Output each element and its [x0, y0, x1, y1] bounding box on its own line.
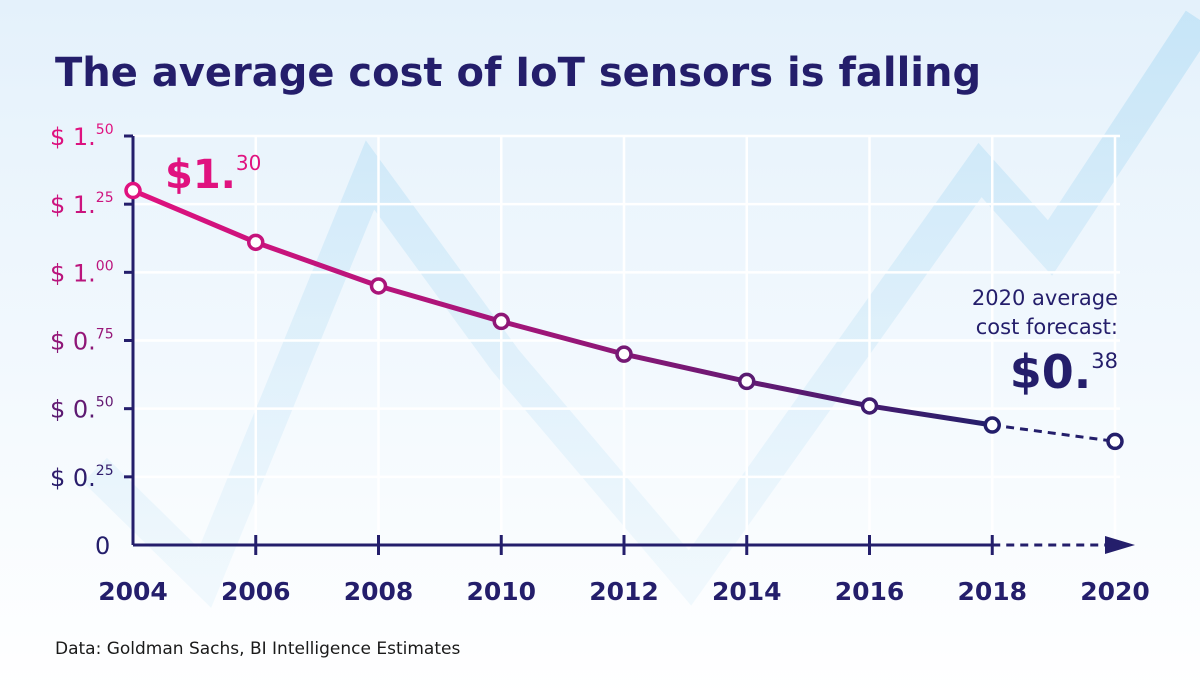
x-tick-label-2: 2008: [344, 577, 414, 606]
y-tick-label-6: 0: [95, 532, 110, 560]
y-tick-label-main-1: $ 1.: [50, 191, 96, 219]
series-line: [130, 188, 995, 428]
y-tick-label-2: $ 1.00: [50, 258, 114, 287]
y-tick-label-main-5: $ 0.: [50, 464, 96, 492]
y-tick-label-sup-1: 25: [96, 190, 114, 206]
data-point-6: [860, 397, 879, 415]
y-tick-label-sup-2: 00: [96, 258, 114, 274]
forecast-value-callout: $0.38: [1010, 345, 1118, 399]
x-tick-label-3: 2010: [466, 577, 536, 606]
x-tick-label-6: 2016: [835, 577, 905, 606]
y-tick-label-sup-4: 50: [96, 395, 114, 411]
x-tick-label-0: 2004: [98, 577, 168, 606]
data-point-4: [615, 345, 633, 363]
chart-title: The average cost of IoT sensors is falli…: [55, 50, 981, 96]
y-tick-labels: $ 1.50$ 1.25$ 1.00$ 0.75$ 0.50$ 0.250: [50, 122, 114, 560]
forecast-line: [992, 423, 1116, 443]
data-point-7: [983, 416, 1001, 434]
data-point-5: [738, 372, 756, 391]
y-tick-label-sup-0: 50: [96, 122, 114, 138]
y-tick-label-main-2: $ 1.: [50, 259, 96, 287]
x-tick-labels: 2004 2006 2008 2010 2012 2014 2016 2018 2020: [98, 577, 1150, 606]
forecast-value-sup: 38: [1091, 349, 1118, 373]
axes: [124, 134, 1135, 555]
forecast-line-2: cost forecast:: [976, 315, 1118, 339]
grid: [133, 134, 1120, 545]
source-note: Data: Goldman Sachs, BI Intelligence Est…: [55, 639, 460, 659]
forecast-value-prefix: $0.: [1010, 345, 1092, 399]
y-tick-label-sup-5: 25: [96, 463, 114, 479]
y-tick-label-0: $ 1.50: [50, 122, 114, 151]
x-tick-label-7: 2018: [957, 577, 1027, 606]
data-point-3: [492, 312, 510, 331]
y-tick-label-main-4: $ 0.: [50, 396, 96, 424]
x-tick-label-8: 2020: [1080, 577, 1150, 606]
forecast-line-1: 2020 average: [972, 286, 1118, 310]
x-tick-label-1: 2006: [221, 577, 291, 606]
points-group: [124, 181, 1124, 451]
start-value-callout: $1.30: [165, 151, 261, 198]
y-tick-label-5: $ 0.25: [50, 463, 114, 492]
y-tick-label-main-0: $ 1.: [50, 123, 96, 151]
x-axis-arrowhead: [1105, 536, 1135, 554]
background-wave: [83, 10, 1200, 608]
y-tick-label-1: $ 1.25: [50, 190, 114, 219]
start-value-sup: 30: [236, 151, 261, 175]
forecast-point: [1106, 432, 1124, 451]
y-tick-label-main-3: $ 0.: [50, 328, 96, 356]
start-value-prefix: $1.: [165, 152, 236, 198]
y-tick-label-3: $ 0.75: [50, 327, 114, 356]
y-tick-label-sup-3: 75: [96, 327, 114, 343]
y-tick-label-main-6: 0: [95, 532, 110, 560]
data-point-2: [369, 277, 388, 295]
data-point-0: [124, 181, 142, 200]
data-point-1: [247, 233, 265, 252]
x-tick-label-5: 2014: [712, 577, 782, 606]
y-tick-label-4: $ 0.50: [50, 395, 114, 424]
series-group: [130, 188, 1116, 443]
x-tick-label-4: 2012: [589, 577, 659, 606]
